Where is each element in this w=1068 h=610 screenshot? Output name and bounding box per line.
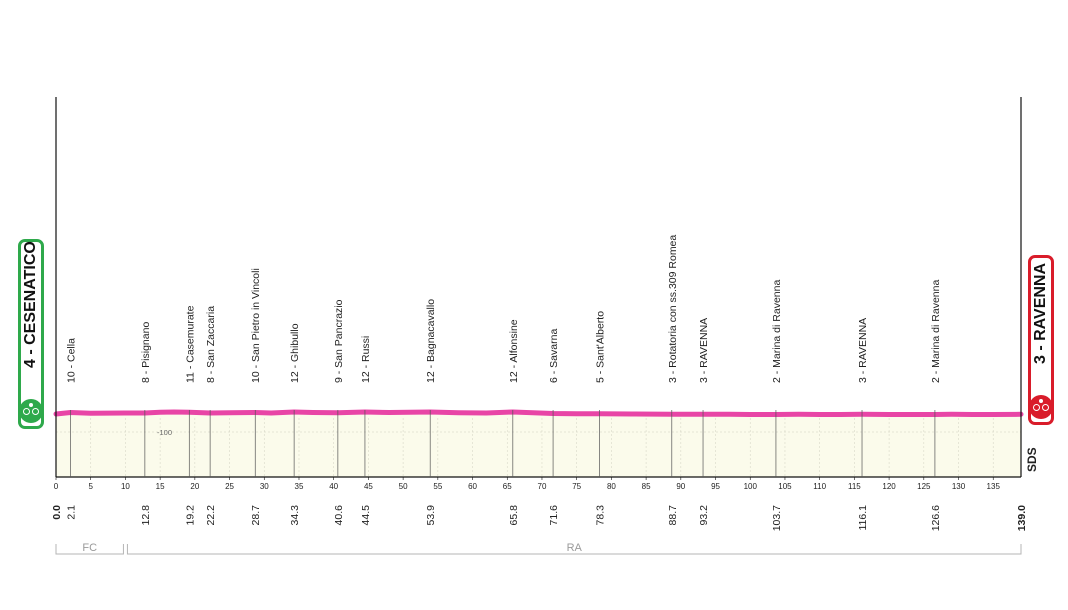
waypoint-label: 9 - San Pancrazio <box>333 299 345 383</box>
x-tick-label: 55 <box>433 482 442 491</box>
x-tick-label: 100 <box>744 482 758 491</box>
waypoint-label: 12 - Russi <box>360 336 372 383</box>
waypoint-km: 116.1 <box>857 505 869 531</box>
waypoint-label: 3 - RAVENNA <box>857 318 869 383</box>
waypoint-label: 12 - Alfonsine <box>508 319 520 383</box>
waypoint-label: 8 - Pisignano <box>140 322 152 383</box>
x-tick-label: 85 <box>642 482 651 491</box>
waypoint-km: 44.5 <box>360 505 372 526</box>
finish-label: 3 - RAVENNA <box>1032 262 1049 364</box>
region-bracket <box>55 544 124 555</box>
y-tick-label: -100 <box>157 428 172 437</box>
waypoint-km: 65.8 <box>508 505 520 526</box>
waypoint-label: 6 - Savarna <box>548 329 560 383</box>
x-tick-label: 95 <box>711 482 720 491</box>
waypoint-km: 88.7 <box>667 505 679 526</box>
x-tick-label: 50 <box>399 482 408 491</box>
x-tick-label: 40 <box>329 482 338 491</box>
waypoint-label: 3 - Rotatoria con ss.309 Romea <box>667 235 679 383</box>
x-tick-label: 65 <box>503 482 512 491</box>
cyclist-icon <box>19 399 43 423</box>
waypoint-km: 53.9 <box>425 505 437 526</box>
waypoint-km: 78.3 <box>595 505 607 526</box>
x-tick-label: 90 <box>676 482 685 491</box>
waypoint-km: 12.8 <box>140 505 152 526</box>
x-tick-label: 130 <box>952 482 966 491</box>
region-label: FC <box>82 542 97 554</box>
start-km: 0.0 <box>51 505 63 520</box>
x-tick-label: 15 <box>156 482 165 491</box>
profile-fill <box>56 412 1021 477</box>
profile-line <box>53 409 1024 417</box>
region-bracket <box>126 544 1022 555</box>
waypoint-label: 5 - Sant'Alberto <box>595 311 607 383</box>
finish-sign: 3 - RAVENNA <box>1028 255 1054 425</box>
x-tick-label: 10 <box>121 482 130 491</box>
x-tick-label: 0 <box>54 482 59 491</box>
x-tick-label: 25 <box>225 482 234 491</box>
start-label: 4 - CESENATICO <box>22 241 39 368</box>
waypoint-km: 28.7 <box>250 505 262 526</box>
x-tick-label: 75 <box>572 482 581 491</box>
waypoint-label: 10 - Cella <box>66 338 78 383</box>
waypoint-label: 8 - San Zaccaria <box>205 306 217 383</box>
cyclist-icon <box>1029 395 1053 419</box>
x-tick-label: 45 <box>364 482 373 491</box>
waypoint-km: 22.2 <box>205 505 217 526</box>
waypoint-label: 12 - Ghibullo <box>289 323 301 383</box>
sds-logo: SDS <box>1025 447 1039 472</box>
x-tick-label: 20 <box>190 482 199 491</box>
waypoint-km: 40.6 <box>333 505 345 526</box>
x-tick-label: 125 <box>917 482 931 491</box>
x-tick-label: 35 <box>295 482 304 491</box>
x-tick-label: 135 <box>987 482 1001 491</box>
finish-km: 139.0 <box>1016 505 1028 531</box>
waypoint-km: 2.1 <box>66 505 78 520</box>
waypoint-km: 93.2 <box>698 505 710 526</box>
waypoint-km: 34.3 <box>289 505 301 526</box>
x-tick-label: 80 <box>607 482 616 491</box>
region-label: RA <box>567 542 583 554</box>
waypoint-label: 10 - San Pietro in Vincoli <box>250 268 262 383</box>
x-tick-label: 70 <box>538 482 547 491</box>
x-tick-label: 110 <box>813 482 826 491</box>
waypoint-km: 126.6 <box>930 505 942 531</box>
waypoint-km: 103.7 <box>771 505 783 531</box>
waypoint-label: 12 - Bagnacavallo <box>425 299 437 383</box>
x-tick-label: 60 <box>468 482 477 491</box>
waypoint-km: 71.6 <box>548 505 560 526</box>
x-tick-label: 105 <box>778 482 792 491</box>
start-sign: 4 - CESENATICO <box>18 239 44 429</box>
waypoint-label: 2 - Marina di Ravenna <box>930 280 942 383</box>
x-tick-label: 5 <box>88 482 93 491</box>
waypoint-km: 19.2 <box>184 505 196 526</box>
x-tick-label: 115 <box>848 482 861 491</box>
x-tick-label: 30 <box>260 482 269 491</box>
waypoint-label: 3 - RAVENNA <box>698 318 710 383</box>
x-tick-label: 120 <box>882 482 896 491</box>
waypoint-label: 11 - Casemurate <box>184 305 196 383</box>
waypoint-label: 2 - Marina di Ravenna <box>771 280 783 383</box>
